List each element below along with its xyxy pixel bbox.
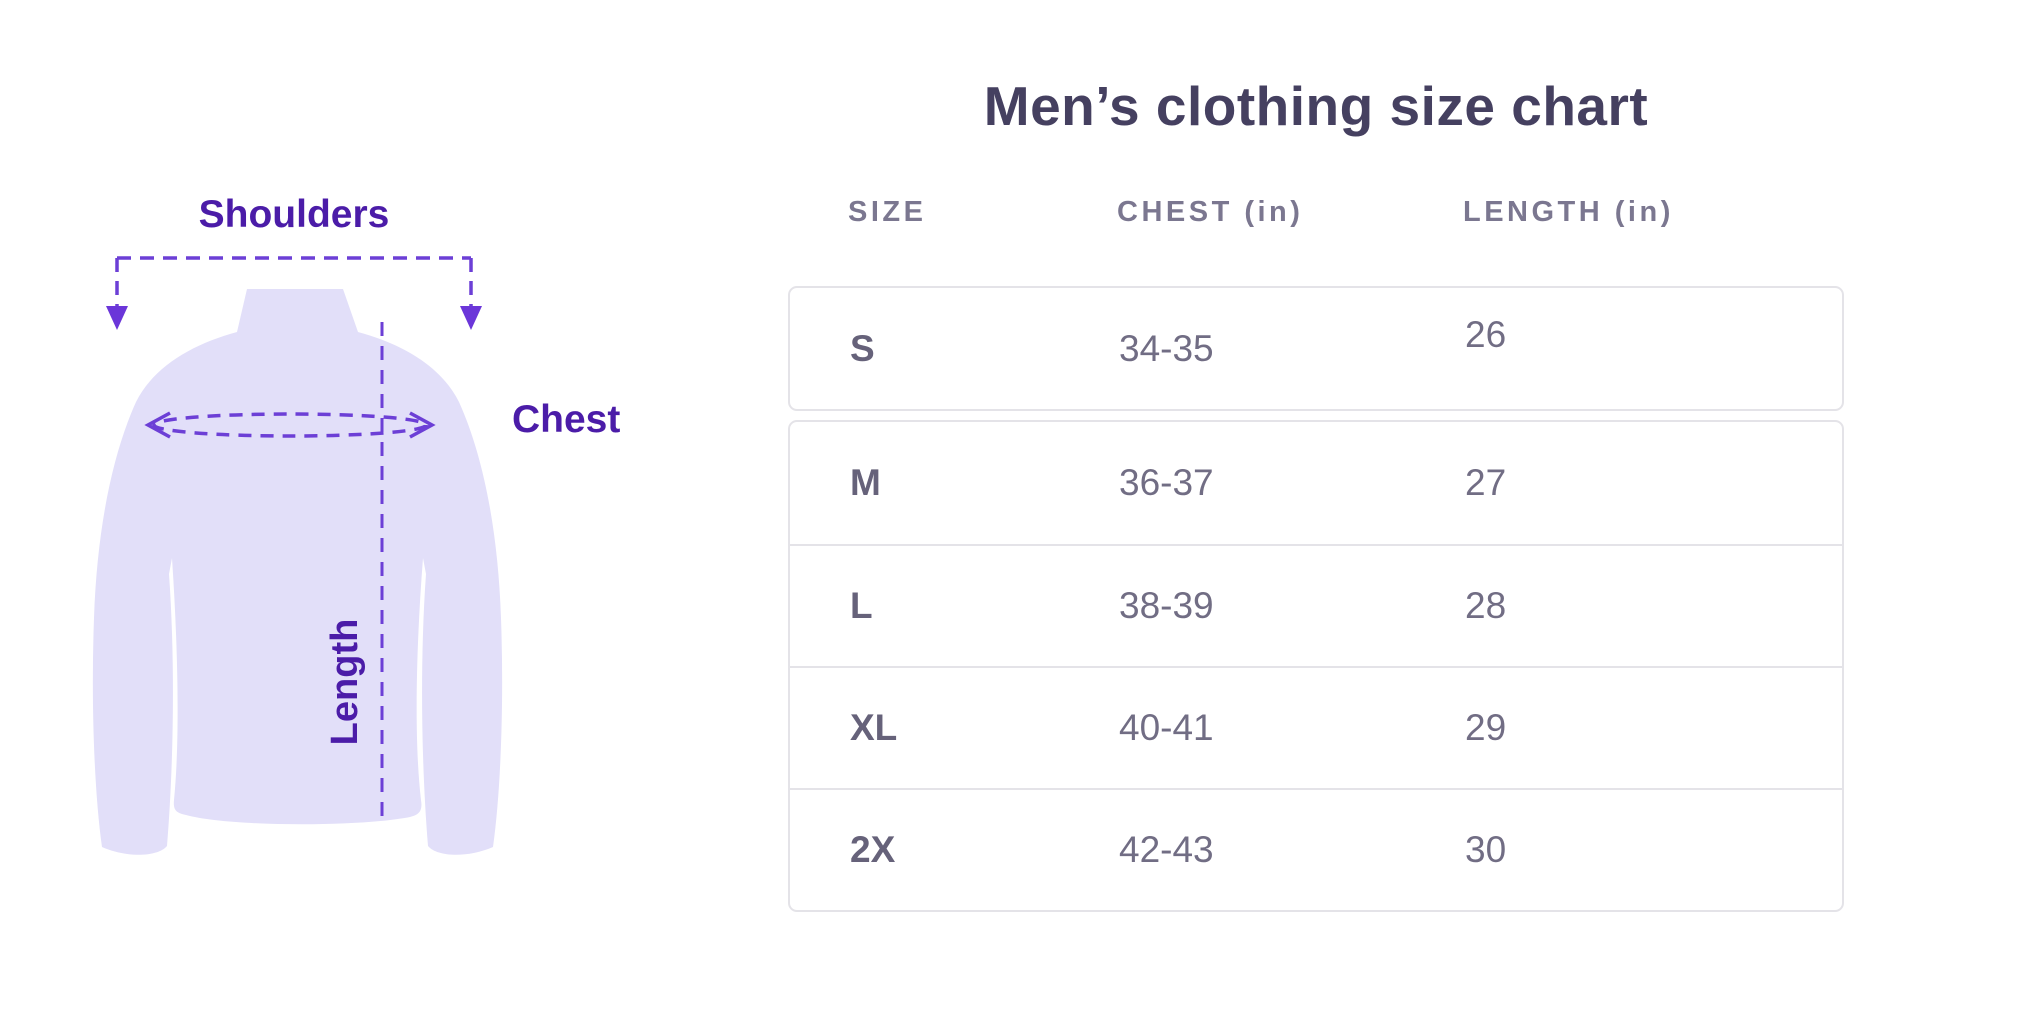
cell-chest: 42-43 bbox=[1119, 829, 1214, 870]
chart-title: Men’s clothing size chart bbox=[983, 75, 1649, 137]
cell-length: 27 bbox=[1465, 462, 1507, 503]
cell-chest: 36-37 bbox=[1119, 462, 1214, 503]
cell-length: 28 bbox=[1465, 585, 1507, 626]
shoulders-arrowheads bbox=[106, 306, 482, 330]
table-header-row: SIZE CHEST (in) LENGTH (in) bbox=[788, 192, 1844, 232]
cell-size: M bbox=[850, 462, 881, 503]
cell-size: 2X bbox=[850, 829, 896, 870]
length-label: Length bbox=[324, 618, 367, 746]
cell-length: 29 bbox=[1465, 707, 1507, 748]
header-size: SIZE bbox=[848, 195, 927, 228]
table-row: M 36-37 27 bbox=[790, 422, 1842, 544]
header-chest: CHEST (in) bbox=[1117, 195, 1304, 228]
size-table-body: M 36-37 27 L 38-39 28 XL 40-41 29 2X 42-… bbox=[788, 420, 1844, 912]
shirt-silhouette bbox=[92, 289, 503, 855]
shoulders-label: Shoulders bbox=[198, 193, 390, 236]
shirt-measurement-diagram bbox=[92, 256, 503, 855]
table-row: S 34-35 26 bbox=[788, 286, 1844, 411]
cell-size: XL bbox=[850, 707, 898, 748]
header-length: LENGTH (in) bbox=[1463, 195, 1674, 228]
table-row: XL 40-41 29 bbox=[790, 666, 1842, 788]
cell-size: L bbox=[850, 585, 873, 626]
cell-length: 30 bbox=[1465, 829, 1507, 870]
cell-length: 26 bbox=[1465, 313, 1507, 355]
chest-label: Chest bbox=[512, 398, 621, 441]
cell-chest: 38-39 bbox=[1119, 585, 1214, 626]
shoulders-measure-line bbox=[115, 256, 473, 308]
table-row: L 38-39 28 bbox=[790, 544, 1842, 666]
cell-chest: 40-41 bbox=[1119, 707, 1214, 748]
chest-measure-ellipse bbox=[144, 411, 436, 439]
table-row: 2X 42-43 30 bbox=[790, 788, 1842, 910]
cell-size: S bbox=[850, 327, 875, 369]
cell-chest: 34-35 bbox=[1119, 327, 1214, 369]
